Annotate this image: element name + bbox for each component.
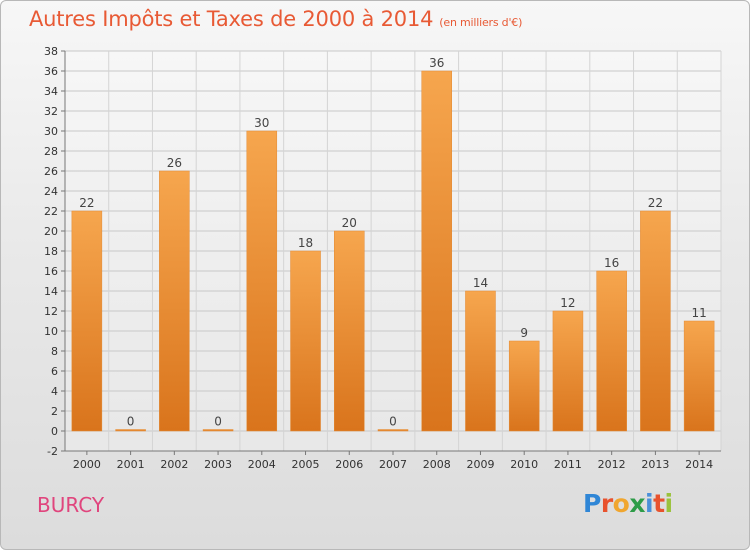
x-tick-label: 2000	[73, 458, 101, 471]
bar	[290, 250, 321, 432]
x-tick-label: 2010	[510, 458, 538, 471]
data-label: 9	[520, 326, 528, 340]
x-tick-label: 2003	[204, 458, 232, 471]
data-label: 26	[167, 156, 182, 170]
data-label: 18	[298, 236, 313, 250]
data-label: 0	[214, 415, 222, 429]
place-label: BURCY	[37, 493, 105, 517]
logo-letter: i	[645, 489, 654, 518]
y-tick-label: 4	[51, 385, 58, 398]
bar	[596, 270, 627, 432]
x-tick-label: 2006	[335, 458, 363, 471]
data-label: 12	[560, 296, 575, 310]
data-label: 11	[691, 306, 706, 320]
data-label: 36	[429, 56, 444, 70]
x-tick-label: 2012	[598, 458, 626, 471]
bar	[159, 170, 190, 432]
bar	[552, 310, 584, 432]
y-tick-label: 20	[44, 225, 58, 238]
bar	[246, 130, 278, 432]
x-tick-label: 2007	[379, 458, 407, 471]
y-tick-label: 0	[51, 425, 58, 438]
data-label: 16	[604, 256, 619, 270]
y-tick-label: 18	[44, 245, 58, 258]
bars	[71, 70, 715, 432]
x-tick-label: 2002	[160, 458, 188, 471]
data-label: 30	[254, 116, 269, 130]
bar	[115, 429, 146, 432]
x-tick-label: 2004	[248, 458, 276, 471]
y-tick-label: 32	[44, 105, 58, 118]
x-tick-label: 2013	[641, 458, 669, 471]
y-tick-label: 14	[44, 285, 58, 298]
y-tick-label: 10	[44, 325, 58, 338]
y-tick-label: 36	[44, 65, 58, 78]
y-tick-label: 28	[44, 145, 58, 158]
data-label: 14	[473, 276, 488, 290]
y-tick-label: 38	[44, 45, 58, 58]
y-tick-label: 2	[51, 405, 58, 418]
data-label: 20	[342, 216, 357, 230]
bar	[334, 230, 365, 432]
y-tick-label: 30	[44, 125, 58, 138]
x-tick-label: 2001	[117, 458, 145, 471]
logo-letter: o	[612, 489, 630, 518]
data-label: 22	[648, 196, 663, 210]
y-tick-label: 24	[44, 185, 58, 198]
bar	[683, 320, 715, 432]
y-tick-label: -2	[47, 445, 58, 458]
data-labels: 22 0 26 0 30 18 20 0 36 14 9 12 16 22 11	[79, 56, 707, 429]
logo-letter: x	[629, 489, 645, 518]
y-tick-label: 12	[44, 305, 58, 318]
bar	[202, 429, 234, 432]
data-label: 0	[127, 415, 135, 429]
data-label: 0	[389, 415, 397, 429]
logo-letter: i	[664, 489, 674, 518]
proxiti-logo: Proxiti	[583, 489, 673, 518]
bar	[71, 210, 103, 432]
x-tick-label: 2011	[554, 458, 582, 471]
logo-letter: r	[600, 489, 613, 518]
bar	[421, 70, 452, 432]
bar	[465, 290, 496, 432]
x-axis: 2000 2001 2002 2003 2004 2005 2006 2007 2008 2009…	[65, 450, 721, 471]
y-tick-label: 6	[51, 365, 58, 378]
logo-letter: t	[653, 489, 665, 518]
bar	[508, 340, 540, 432]
y-tick-label: 16	[44, 265, 58, 278]
y-tick-label: 34	[44, 85, 58, 98]
x-tick-label: 2009	[466, 458, 494, 471]
logo-letter: P	[583, 489, 601, 518]
x-tick-label: 2005	[292, 458, 320, 471]
bar	[640, 210, 671, 432]
x-tick-label: 2014	[685, 458, 713, 471]
x-tick-label: 2008	[423, 458, 451, 471]
chart-title: Autres Impôts et Taxes de 2000 à 2014 (en…	[29, 7, 522, 31]
chart-unit: (en milliers d'€)	[439, 16, 523, 29]
y-tick-label: 26	[44, 165, 58, 178]
chart-title-text: Autres Impôts et Taxes de 2000 à 2014	[29, 7, 434, 31]
y-tick-label: 22	[44, 205, 58, 218]
y-tick-label: 8	[51, 345, 58, 358]
bar	[377, 429, 409, 432]
data-label: 22	[79, 196, 94, 210]
